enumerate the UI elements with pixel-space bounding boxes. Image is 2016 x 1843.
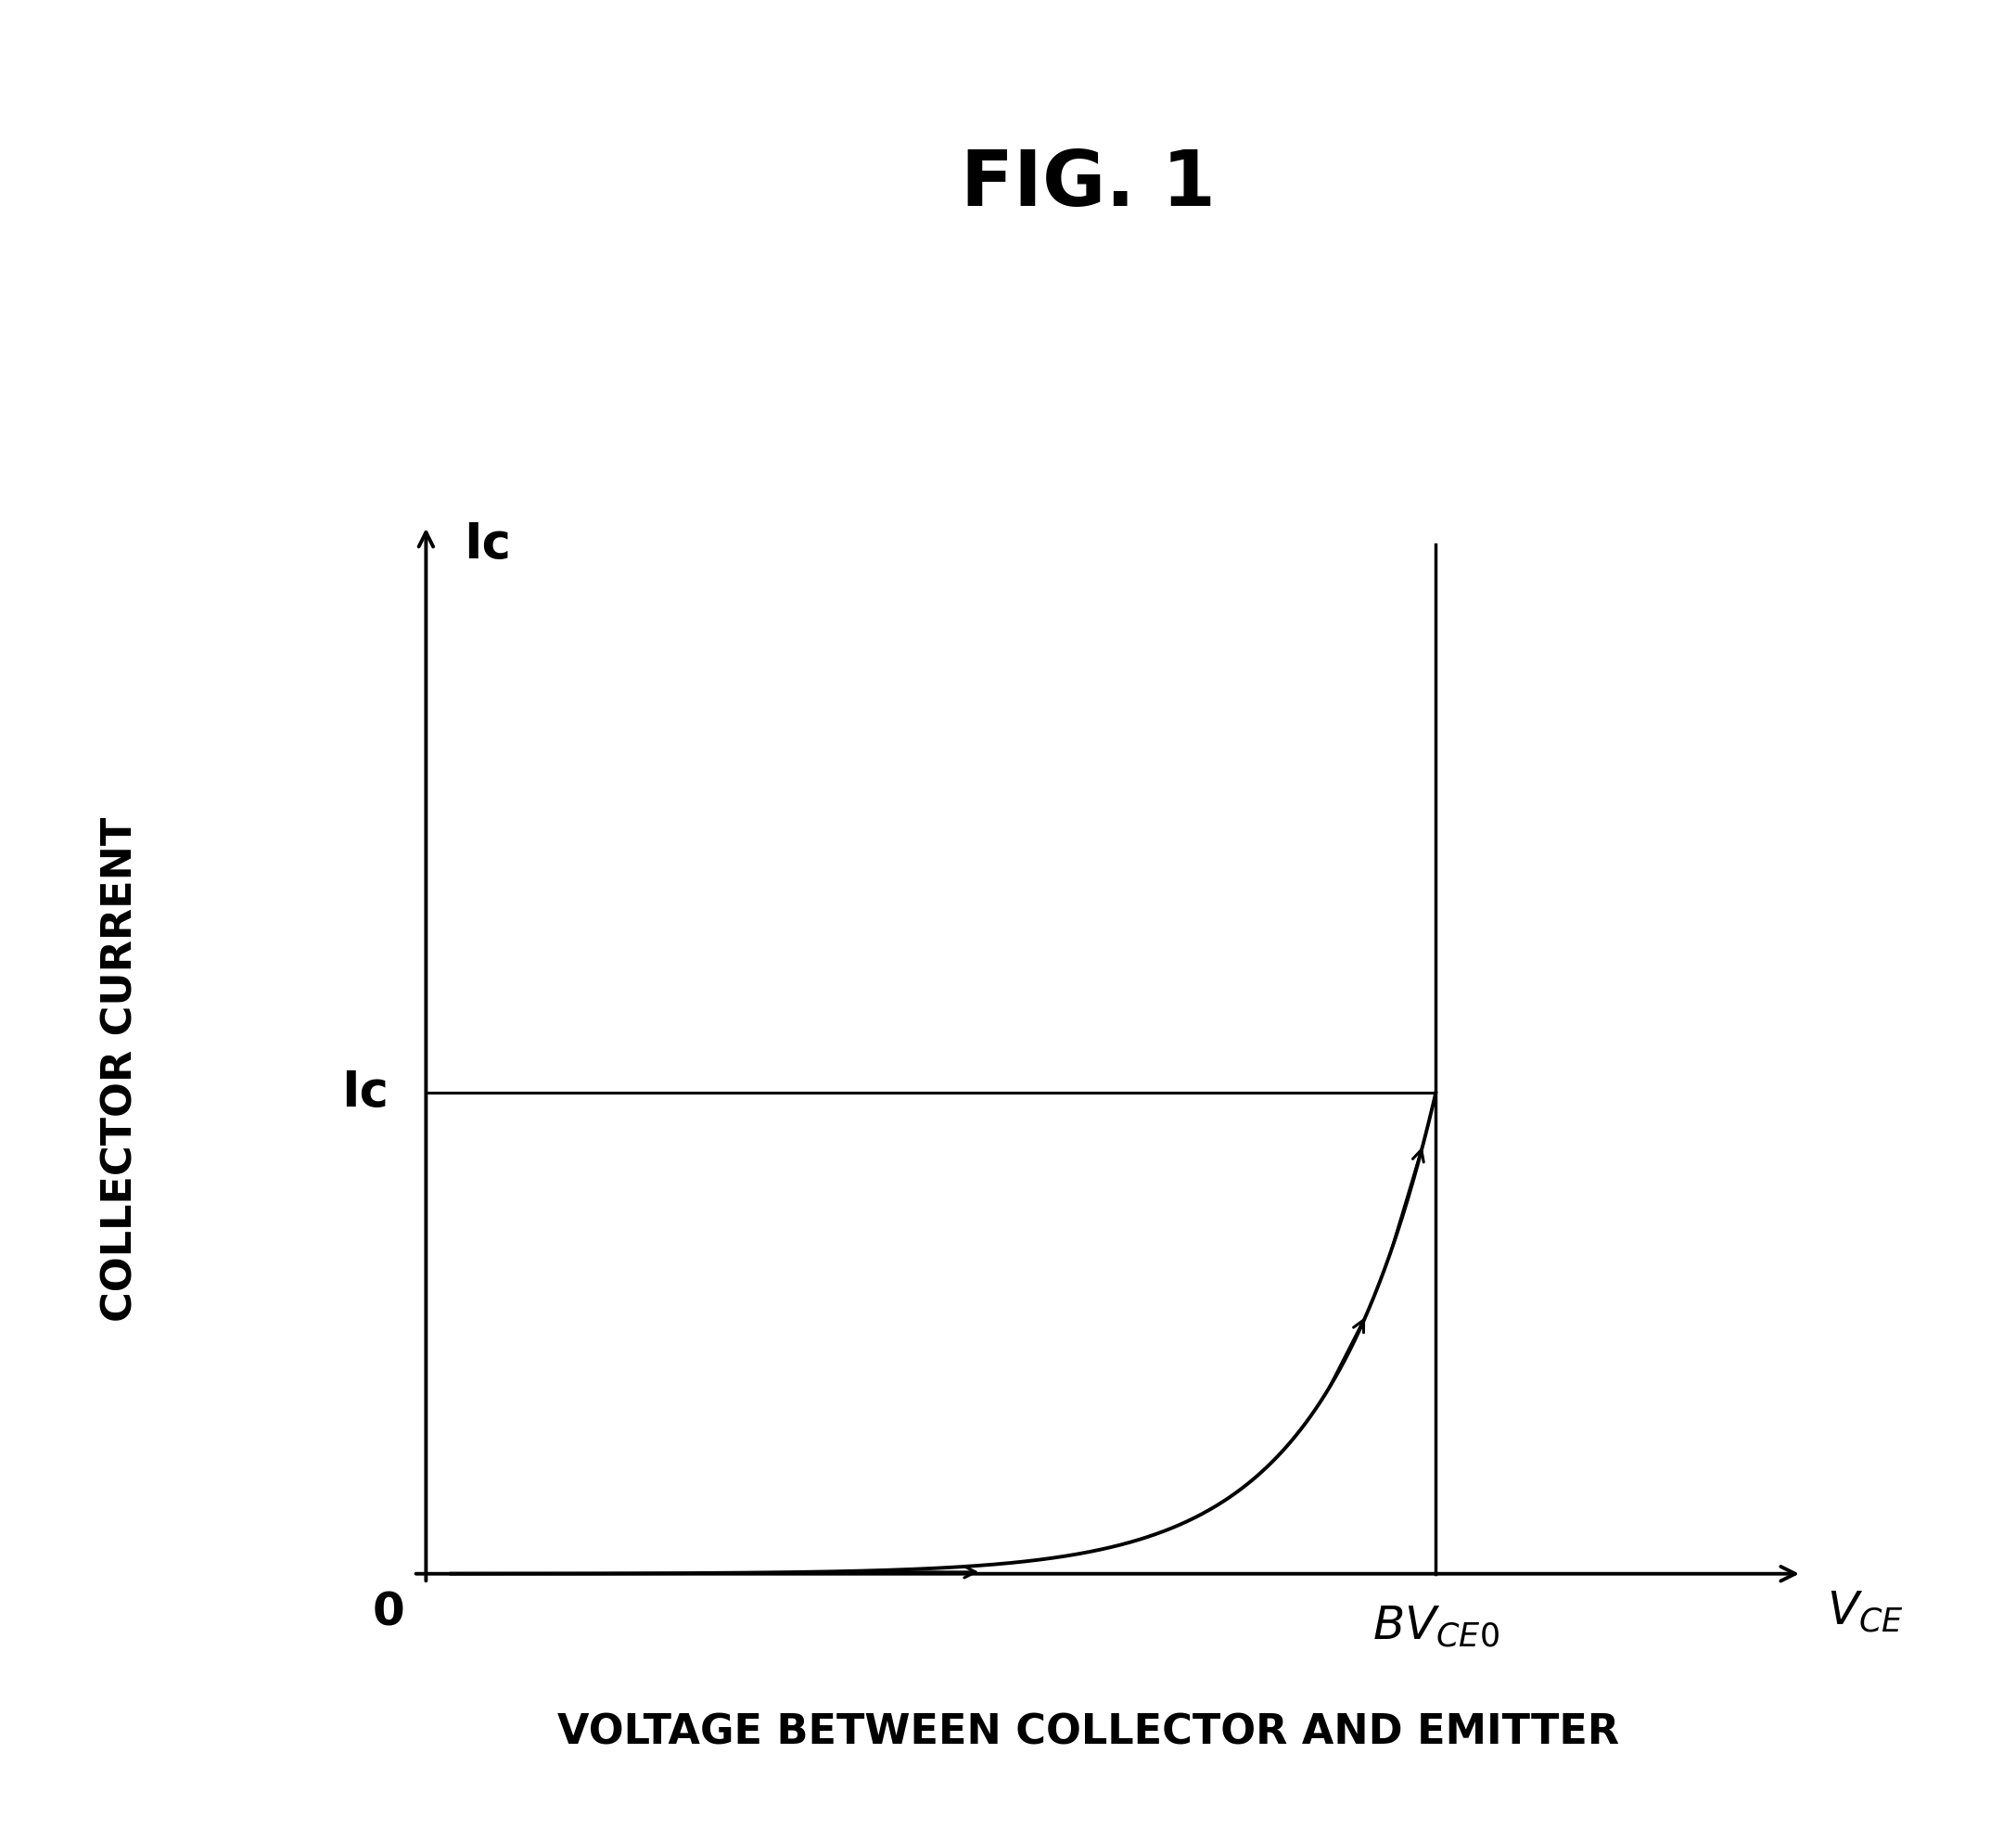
Text: VOLTAGE BETWEEN COLLECTOR AND EMITTER: VOLTAGE BETWEEN COLLECTOR AND EMITTER [558,1712,1619,1753]
Text: 0: 0 [373,1591,405,1635]
Text: Ic: Ic [341,1069,389,1117]
Text: FIG. 1: FIG. 1 [962,147,1216,221]
Text: COLLECTOR CURRENT: COLLECTOR CURRENT [101,816,141,1321]
Text: $BV_{CE0}$: $BV_{CE0}$ [1373,1603,1500,1649]
Text: $V_{CE}$: $V_{CE}$ [1826,1591,1903,1635]
Text: Ic: Ic [464,522,510,569]
